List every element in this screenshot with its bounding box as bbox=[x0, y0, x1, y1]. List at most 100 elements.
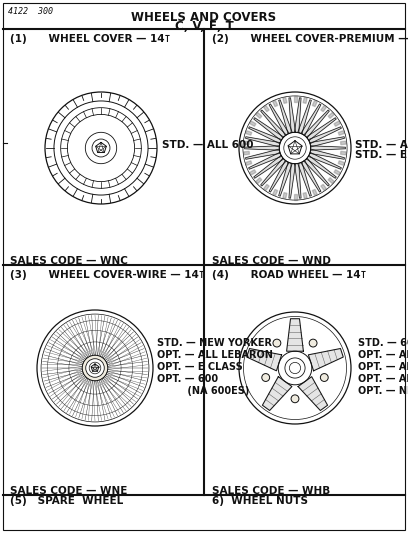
Polygon shape bbox=[338, 161, 344, 165]
Polygon shape bbox=[279, 100, 292, 134]
Polygon shape bbox=[303, 98, 307, 103]
Polygon shape bbox=[244, 151, 249, 155]
Polygon shape bbox=[306, 156, 336, 178]
Polygon shape bbox=[283, 192, 287, 199]
Polygon shape bbox=[298, 100, 311, 134]
Polygon shape bbox=[328, 177, 334, 183]
Polygon shape bbox=[254, 156, 284, 178]
Polygon shape bbox=[246, 131, 252, 135]
Text: (3)      WHEEL COVER-WIRE — 14⊺: (3) WHEEL COVER-WIRE — 14⊺ bbox=[10, 270, 204, 280]
Polygon shape bbox=[310, 146, 346, 150]
Text: SALES CODE — WHB: SALES CODE — WHB bbox=[212, 486, 330, 496]
Circle shape bbox=[279, 132, 310, 164]
Circle shape bbox=[86, 359, 104, 377]
Polygon shape bbox=[310, 149, 344, 159]
Polygon shape bbox=[256, 177, 262, 183]
Circle shape bbox=[262, 374, 270, 382]
Polygon shape bbox=[256, 112, 262, 118]
Polygon shape bbox=[250, 169, 256, 175]
Polygon shape bbox=[261, 158, 286, 186]
Polygon shape bbox=[244, 141, 249, 144]
Text: OPT. — ALL E CLASS: OPT. — ALL E CLASS bbox=[358, 374, 408, 384]
Polygon shape bbox=[295, 98, 301, 133]
Polygon shape bbox=[248, 127, 282, 143]
Polygon shape bbox=[245, 146, 279, 150]
Text: STD. — NEW YORKER: STD. — NEW YORKER bbox=[157, 338, 272, 348]
Circle shape bbox=[82, 355, 108, 381]
Polygon shape bbox=[289, 98, 295, 133]
Polygon shape bbox=[341, 141, 346, 144]
Polygon shape bbox=[289, 163, 295, 198]
Polygon shape bbox=[273, 189, 278, 196]
Polygon shape bbox=[246, 161, 252, 165]
Polygon shape bbox=[286, 319, 304, 351]
Polygon shape bbox=[250, 121, 256, 126]
Polygon shape bbox=[246, 149, 280, 159]
Polygon shape bbox=[304, 110, 329, 138]
Circle shape bbox=[309, 339, 317, 347]
Polygon shape bbox=[312, 100, 317, 107]
Polygon shape bbox=[308, 152, 341, 169]
Polygon shape bbox=[301, 160, 321, 192]
Polygon shape bbox=[303, 192, 307, 199]
Polygon shape bbox=[312, 189, 317, 196]
Polygon shape bbox=[321, 106, 326, 112]
Polygon shape bbox=[293, 194, 297, 199]
Circle shape bbox=[285, 358, 305, 378]
Circle shape bbox=[273, 339, 281, 347]
Polygon shape bbox=[262, 377, 292, 410]
Text: OPT. — E CLASS: OPT. — E CLASS bbox=[157, 362, 243, 372]
Text: OPT. — ALL 600: OPT. — ALL 600 bbox=[358, 350, 408, 360]
Polygon shape bbox=[295, 163, 301, 198]
Polygon shape bbox=[264, 106, 269, 112]
Polygon shape bbox=[248, 152, 282, 169]
Text: (4)      ROAD WHEEL — 14⊺: (4) ROAD WHEEL — 14⊺ bbox=[212, 270, 366, 280]
Text: STD. — ALL 600: STD. — ALL 600 bbox=[162, 140, 253, 150]
Text: SALES CODE — WNC: SALES CODE — WNC bbox=[10, 256, 128, 266]
Polygon shape bbox=[269, 104, 289, 135]
Text: (1)      WHEEL COVER — 14⊺: (1) WHEEL COVER — 14⊺ bbox=[10, 34, 170, 44]
Text: (NA 600ES): (NA 600ES) bbox=[157, 386, 249, 396]
Text: STD. — 600ES: STD. — 600ES bbox=[358, 338, 408, 348]
Polygon shape bbox=[261, 110, 286, 138]
Text: OPT. — ALL LEBARON: OPT. — ALL LEBARON bbox=[358, 362, 408, 372]
Polygon shape bbox=[334, 169, 340, 175]
Text: WHEELS AND COVERS: WHEELS AND COVERS bbox=[131, 11, 277, 24]
Text: OPT. — NEW YORKER: OPT. — NEW YORKER bbox=[358, 386, 408, 396]
Polygon shape bbox=[293, 96, 297, 102]
Polygon shape bbox=[254, 118, 284, 141]
Polygon shape bbox=[264, 184, 269, 191]
Text: OPT. — 600: OPT. — 600 bbox=[157, 374, 218, 384]
Text: STD. — E CLASS: STD. — E CLASS bbox=[355, 150, 408, 160]
Circle shape bbox=[320, 374, 328, 382]
Text: SALES CODE — WNE: SALES CODE — WNE bbox=[10, 486, 127, 496]
Polygon shape bbox=[283, 98, 287, 103]
Polygon shape bbox=[306, 118, 336, 141]
Polygon shape bbox=[328, 112, 334, 118]
Text: 6)  WHEEL NUTS: 6) WHEEL NUTS bbox=[212, 496, 308, 506]
Polygon shape bbox=[341, 151, 346, 155]
Polygon shape bbox=[298, 377, 328, 410]
Text: STD. — ALL LEBARON: STD. — ALL LEBARON bbox=[355, 140, 408, 150]
Polygon shape bbox=[310, 137, 344, 147]
Polygon shape bbox=[301, 104, 321, 135]
Text: OPT. — ALL LEBARON: OPT. — ALL LEBARON bbox=[157, 350, 273, 360]
Polygon shape bbox=[308, 349, 343, 371]
Text: 4122  300: 4122 300 bbox=[8, 7, 53, 16]
Polygon shape bbox=[269, 160, 289, 192]
Text: SALES CODE — WND: SALES CODE — WND bbox=[212, 256, 331, 266]
Polygon shape bbox=[279, 162, 292, 196]
Circle shape bbox=[291, 395, 299, 403]
Polygon shape bbox=[273, 100, 278, 107]
Text: (2)      WHEEL COVER-PREMIUM — 14⊺: (2) WHEEL COVER-PREMIUM — 14⊺ bbox=[212, 34, 408, 44]
Polygon shape bbox=[298, 162, 311, 196]
Polygon shape bbox=[304, 158, 329, 186]
Polygon shape bbox=[338, 131, 344, 135]
Polygon shape bbox=[246, 137, 280, 147]
Polygon shape bbox=[321, 184, 326, 191]
Text: C, V, E, T: C, V, E, T bbox=[175, 20, 233, 33]
Text: (5)   SPARE  WHEEL: (5) SPARE WHEEL bbox=[10, 496, 123, 506]
Polygon shape bbox=[334, 121, 340, 126]
Polygon shape bbox=[308, 127, 341, 143]
Polygon shape bbox=[247, 349, 282, 371]
